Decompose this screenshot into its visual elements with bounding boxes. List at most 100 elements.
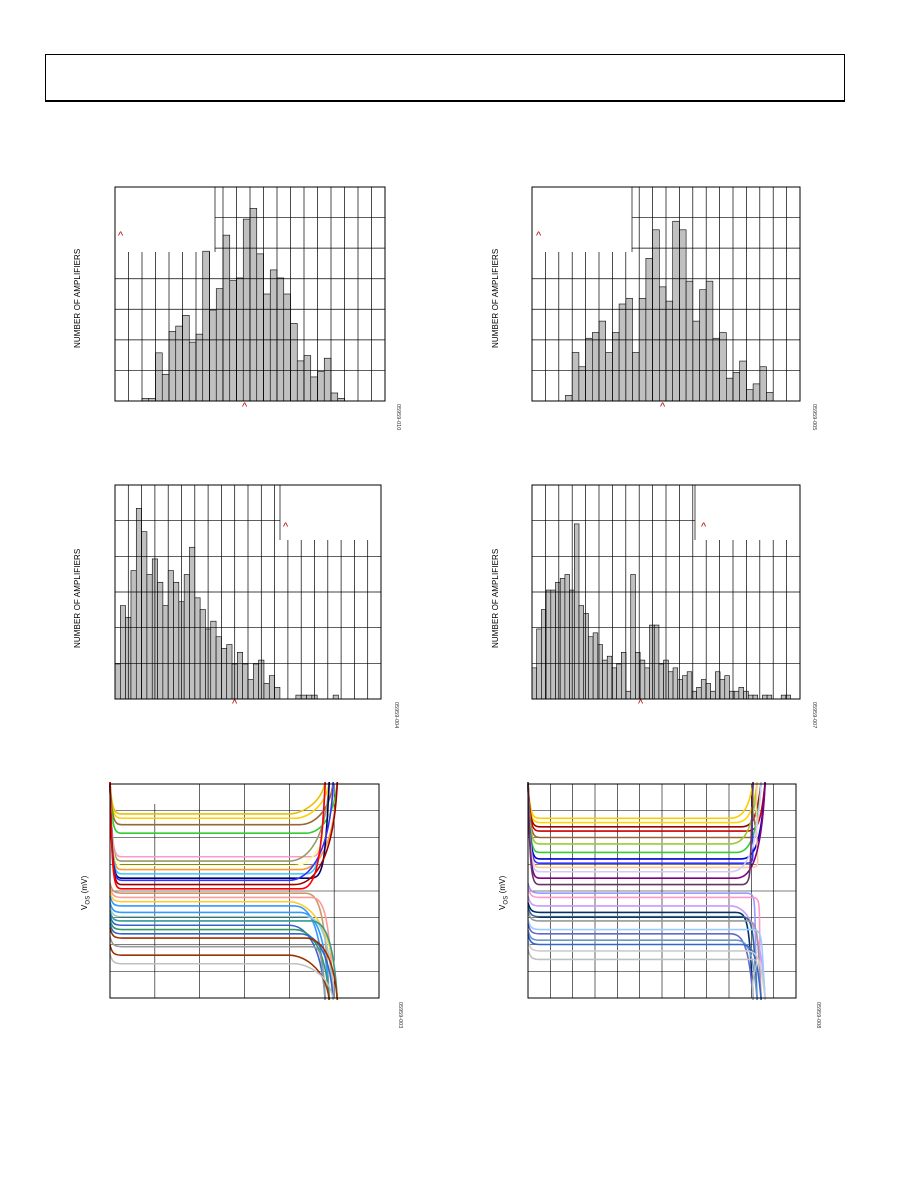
histogram-bar <box>752 383 761 402</box>
histogram-bar <box>310 376 318 402</box>
histogram-bar <box>210 620 217 700</box>
histogram-bar <box>274 687 281 700</box>
histogram-bar <box>612 332 620 402</box>
histogram-bar <box>306 694 313 700</box>
histogram-bar <box>578 366 586 402</box>
vos-series-line <box>527 910 762 1001</box>
histogram-bar <box>645 258 653 402</box>
y-axis-label: NUMBER OF AMPLIFIERS <box>73 248 82 348</box>
histogram-bar <box>729 690 735 700</box>
vos-series-line <box>109 781 326 858</box>
histogram-bar <box>188 341 197 402</box>
page-header-frame <box>45 54 845 102</box>
histogram-bar <box>752 694 758 700</box>
vos-line-panel-1: VOS (mV) 05959-003 <box>72 778 412 1038</box>
vos-series-line <box>109 781 331 862</box>
histogram-bar <box>700 679 707 700</box>
histogram-bar <box>762 694 768 700</box>
histogram-bar <box>685 280 694 402</box>
histogram-bar <box>276 277 285 402</box>
vos-line-panel-2: VOS (mV) 05959-008 <box>490 778 830 1038</box>
histogram-bar <box>677 679 683 700</box>
histogram-bar <box>719 679 726 700</box>
histogram-bar <box>247 679 254 700</box>
marker-caret-bottom: ^ <box>232 698 238 710</box>
vos-series-line <box>527 923 754 1001</box>
histogram-bar <box>545 589 552 700</box>
histogram-bar <box>738 687 744 700</box>
vos-series-line <box>527 940 766 1001</box>
vos-series-line <box>109 906 335 1001</box>
histogram-bar <box>135 508 142 700</box>
plot-frame <box>531 484 801 700</box>
histogram-bar <box>621 652 627 700</box>
histogram-bar <box>182 315 190 402</box>
vos-series-line <box>109 919 331 1001</box>
histogram-bar <box>598 320 606 402</box>
histogram-chart-2 <box>531 186 801 402</box>
histogram-bar <box>747 694 754 700</box>
histogram-bar <box>332 694 339 700</box>
vos-series-line <box>109 781 331 879</box>
histogram-bar <box>157 581 164 700</box>
vos-series-line <box>109 936 326 1001</box>
histogram-bar <box>705 280 714 402</box>
histogram-bar <box>263 293 271 402</box>
vos-series-line <box>527 934 762 1001</box>
histogram-bar <box>242 663 249 700</box>
histogram-bar <box>591 332 600 402</box>
vos-series-line <box>527 781 754 820</box>
vos-series-line <box>527 781 758 839</box>
vos-line-chart-1 <box>109 781 380 1001</box>
histogram-bar <box>263 683 270 700</box>
vos-series-line <box>109 882 331 1001</box>
marker-caret-legend: ^ <box>701 521 707 533</box>
histogram-bar <box>226 644 233 700</box>
histogram-bar <box>605 352 613 402</box>
figure-code: 05959-007 <box>811 702 817 729</box>
vos-series-line <box>527 781 758 845</box>
vos-series-line <box>109 781 335 867</box>
histogram-bar <box>290 323 298 402</box>
vos-series-line <box>527 781 766 860</box>
histogram-bar <box>236 277 244 402</box>
histogram-chart-4 <box>531 484 801 700</box>
histogram-bar <box>625 297 633 402</box>
histogram-bar <box>692 320 700 402</box>
vos-series-line <box>527 781 762 828</box>
vos-series-line <box>527 781 754 886</box>
vos-series-line <box>527 895 766 1001</box>
histogram-bar <box>743 690 749 700</box>
y-axis-label: NUMBER OF AMPLIFIERS <box>491 548 500 648</box>
histogram-bar <box>724 675 730 700</box>
histogram-bar <box>161 373 170 402</box>
histogram-bar <box>766 392 774 402</box>
histogram-bar <box>583 613 589 700</box>
histogram-bar <box>323 357 332 402</box>
histogram-bar <box>597 644 603 700</box>
histogram-bar <box>618 303 627 402</box>
histogram-bar <box>183 574 190 700</box>
histogram-bar <box>606 655 613 700</box>
histogram-bar <box>256 253 264 402</box>
histogram-bar <box>242 218 251 402</box>
histogram-chart-3 <box>114 484 382 700</box>
histogram-bar <box>649 624 655 700</box>
figure-code: 05959-004 <box>393 702 399 729</box>
vos-series-line <box>527 930 758 1001</box>
histogram-bar <box>199 609 206 700</box>
histogram-bar <box>592 632 599 700</box>
histogram-bar <box>672 667 679 700</box>
histogram-bar <box>303 355 312 402</box>
histogram-bar <box>229 280 237 402</box>
histogram-bar <box>215 636 222 700</box>
histogram-bar <box>746 389 754 402</box>
vos-series-line <box>109 781 326 815</box>
histogram-bar <box>269 269 278 402</box>
histogram-bar <box>189 546 196 700</box>
histogram-bar <box>585 337 593 402</box>
marker-caret-left: ^ <box>536 230 542 242</box>
vos-series-line <box>109 927 339 1001</box>
y-axis-label: VOS (mV) <box>498 875 510 910</box>
vos-series-line <box>109 945 331 1001</box>
